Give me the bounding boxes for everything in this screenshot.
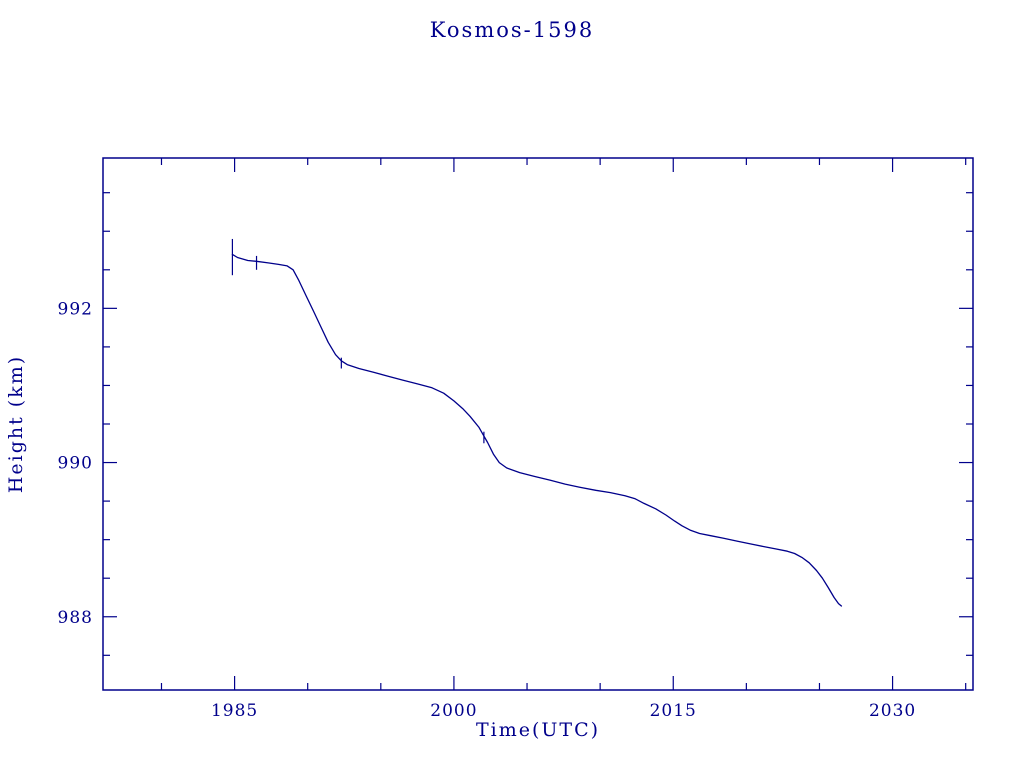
chart-title: Kosmos-1598 (430, 18, 594, 42)
x-tick-label: 2030 (869, 701, 916, 721)
data-line (231, 253, 843, 607)
x-tick-label: 1985 (211, 701, 258, 721)
y-tick-label: 992 (58, 299, 93, 319)
y-tick-label: 988 (58, 608, 93, 628)
axis-frame (102, 157, 974, 691)
plot-area: 1985 2000 2015 2030 988 990 992 (58, 157, 974, 721)
x-tick-label: 2015 (650, 701, 697, 721)
y-axis-label: Height (km) (5, 355, 27, 493)
y-tick-label: 990 (58, 454, 93, 474)
x-tick-label: 2000 (430, 701, 477, 721)
x-axis-label: Time(UTC) (476, 719, 600, 741)
